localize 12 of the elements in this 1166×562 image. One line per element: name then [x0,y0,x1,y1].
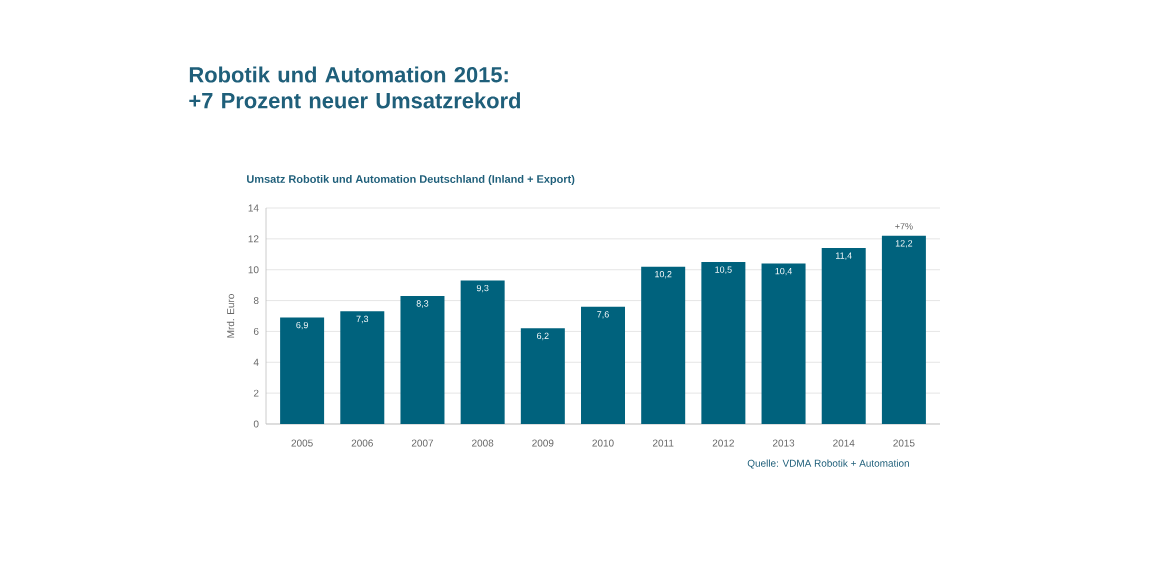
bar [280,317,325,424]
bar [520,328,565,424]
bar [340,311,385,424]
bar [641,266,686,424]
bar [881,235,926,424]
chart-title: Robotik und Automation 2015: +7 Prozent neuer Umsatzrekord [189,66,521,109]
bar [761,263,806,424]
bar [460,280,505,424]
bar [821,248,866,424]
bar [400,295,445,424]
bar [581,306,626,424]
bar [701,262,746,424]
